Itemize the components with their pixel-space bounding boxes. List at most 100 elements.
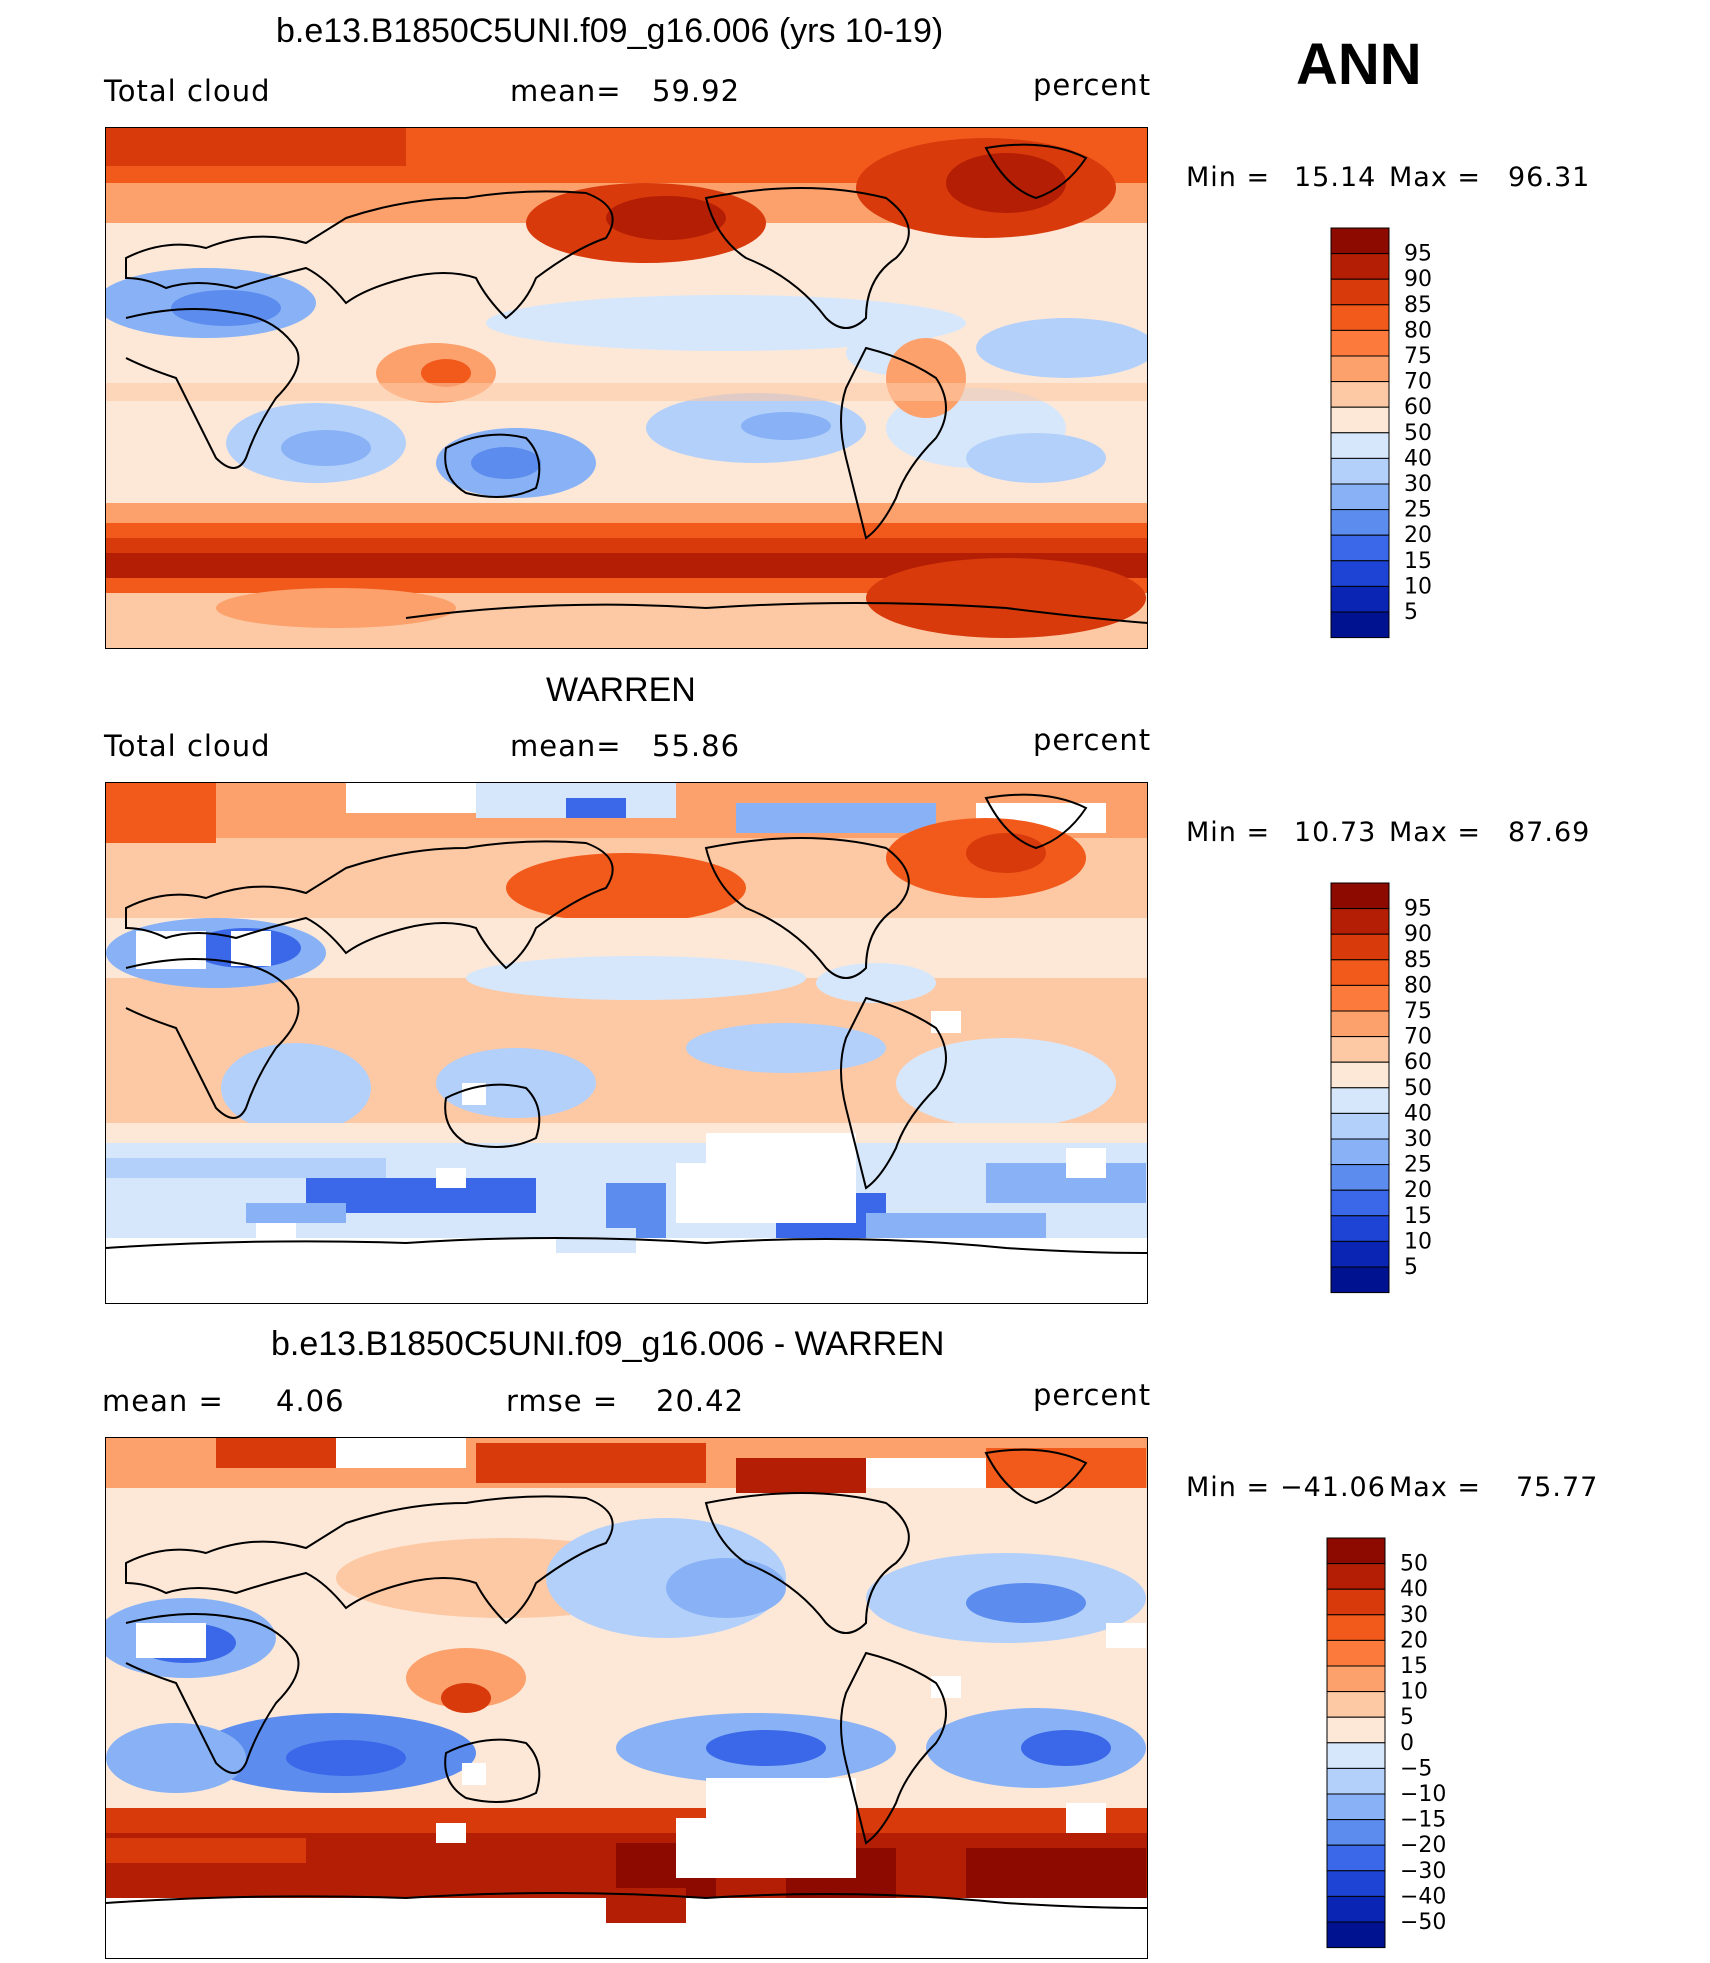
colorbar-tick-label: 15 <box>1404 549 1432 574</box>
colorbar-tick-label: 15 <box>1400 1654 1428 1679</box>
panel-2-colorbar: 95 90 85 80 75 70 60 50 40 30 25 20 15 10 5 <box>1330 882 1480 1299</box>
colorbar-swatch <box>1330 1266 1390 1294</box>
panel-3-min-value: −41.06 <box>1280 1472 1386 1503</box>
colorbar-swatch <box>1326 1614 1386 1641</box>
colorbar-swatch <box>1326 1921 1386 1949</box>
colorbar-swatch <box>1326 1895 1386 1923</box>
colorbar-tick-label: 0 <box>1400 1731 1414 1756</box>
panel-1-mean-value: 59.92 <box>652 74 741 108</box>
panel-2-mean-value: 55.86 <box>652 729 741 763</box>
colorbar-tick-label: 60 <box>1404 395 1432 420</box>
colorbar-swatch <box>1330 1061 1390 1089</box>
colorbar-swatch <box>1326 1742 1386 1769</box>
colorbar-swatch <box>1326 1844 1386 1872</box>
colorbar-tick-label: 50 <box>1404 1076 1432 1101</box>
colorbar-tick-label: −20 <box>1400 1833 1446 1858</box>
colorbar-swatch <box>1330 984 1390 1012</box>
colorbar-swatch <box>1330 1240 1390 1268</box>
colorbar-tick-label: 30 <box>1400 1603 1428 1628</box>
panel-1-min-label: Min = <box>1186 162 1271 193</box>
colorbar-swatch <box>1330 1087 1390 1114</box>
panel-3-mean-value: 4.06 <box>276 1384 345 1418</box>
colorbar-swatch <box>1326 1716 1386 1744</box>
panel-2-map-field <box>106 783 1147 1303</box>
colorbar-swatch <box>1330 585 1390 613</box>
colorbar-swatch <box>1330 432 1390 459</box>
panel-2-max-label: Max = <box>1389 817 1482 848</box>
colorbar-swatch <box>1326 1639 1386 1667</box>
colorbar-tick-label: 5 <box>1400 1705 1414 1730</box>
colorbar-swatch <box>1326 1793 1386 1821</box>
colorbar-tick-label: 10 <box>1404 1229 1432 1254</box>
panel-2-variable-label: Total cloud <box>104 729 271 763</box>
colorbar-tick-label: 5 <box>1404 1255 1418 1280</box>
colorbar-swatch <box>1326 1870 1386 1897</box>
colorbar-swatch <box>1326 1767 1386 1795</box>
panel-2-units-label: percent <box>1033 723 1152 757</box>
panel-1-title: b.e13.B1850C5UNI.f09_g16.006 (yrs 10-19) <box>276 12 944 50</box>
colorbar-tick-label: 20 <box>1404 523 1432 548</box>
colorbar-swatch <box>1330 933 1390 961</box>
colorbar-tick-label: 85 <box>1404 293 1432 318</box>
colorbar-tick-label: 70 <box>1404 370 1432 395</box>
colorbar-swatch <box>1330 560 1390 587</box>
colorbar-tick-label: 40 <box>1400 1577 1428 1602</box>
panel-2-map <box>105 782 1148 1304</box>
colorbar-tick-label: −50 <box>1400 1910 1446 1935</box>
panel-1-map <box>105 127 1148 649</box>
colorbar-swatch <box>1330 1164 1390 1191</box>
panel-1-variable-label: Total cloud <box>104 74 271 108</box>
panel-3-map-field <box>106 1438 1147 1958</box>
panel-2-max-value: 87.69 <box>1508 817 1591 848</box>
panel-2-title: WARREN <box>546 671 696 709</box>
colorbar-tick-label: 30 <box>1404 472 1432 497</box>
colorbar-tick-label: 80 <box>1404 973 1432 998</box>
colorbar-tick-label: 50 <box>1400 1552 1428 1577</box>
colorbar-tick-label: 85 <box>1404 948 1432 973</box>
colorbar-swatch <box>1326 1537 1386 1565</box>
panel-3-mean-label: mean = <box>102 1384 224 1418</box>
colorbar-swatch <box>1330 483 1390 511</box>
panel-1-units-label: percent <box>1033 68 1152 102</box>
colorbar-swatch <box>1326 1819 1386 1846</box>
colorbar-tick-label: 40 <box>1404 1101 1432 1126</box>
colorbar-swatch <box>1330 959 1390 986</box>
colorbar-swatch <box>1330 253 1390 280</box>
colorbar-tick-label: −10 <box>1400 1782 1446 1807</box>
colorbar-swatch <box>1330 457 1390 485</box>
colorbar-swatch <box>1330 1036 1390 1063</box>
colorbar-tick-label: 20 <box>1404 1178 1432 1203</box>
colorbar-swatch <box>1330 1215 1390 1242</box>
colorbar-swatch <box>1330 1138 1390 1166</box>
colorbar-tick-label: 70 <box>1404 1025 1432 1050</box>
colorbar-swatch <box>1330 355 1390 383</box>
panel-3-rmse-value: 20.42 <box>656 1384 745 1418</box>
colorbar-swatch <box>1326 1563 1386 1590</box>
colorbar-swatch <box>1330 406 1390 434</box>
colorbar-swatch <box>1330 1010 1390 1038</box>
colorbar-swatch <box>1330 611 1390 639</box>
colorbar-swatch <box>1330 304 1390 331</box>
colorbar-tick-label: 10 <box>1404 574 1432 599</box>
panel-1-min-value: 15.14 <box>1294 162 1377 193</box>
colorbar-swatch <box>1330 1112 1390 1140</box>
panel-2-mean-label: mean= <box>510 729 622 763</box>
panel-3-rmse-label: rmse = <box>506 1384 619 1418</box>
season-label: ANN <box>1296 32 1422 97</box>
colorbar-tick-label: 15 <box>1404 1204 1432 1229</box>
colorbar-tick-label: −5 <box>1400 1756 1432 1781</box>
colorbar-tick-label: 80 <box>1404 318 1432 343</box>
colorbar-tick-label: 95 <box>1404 242 1432 267</box>
colorbar-swatch <box>1330 1189 1390 1217</box>
panel-3-max-label: Max = <box>1389 1472 1482 1503</box>
panel-1-colorbar: 95 90 85 80 75 70 60 50 40 30 25 20 15 10 5 <box>1330 227 1480 644</box>
colorbar-swatch <box>1330 227 1390 255</box>
colorbar-tick-label: 10 <box>1400 1680 1428 1705</box>
colorbar-swatch <box>1330 278 1390 306</box>
colorbar-swatch <box>1326 1691 1386 1718</box>
panel-3-colorbar: 50 40 30 20 15 10 5 0 −5 −10 −15 −20 −30 −40 −50 <box>1326 1537 1476 1954</box>
colorbar-swatch <box>1330 381 1390 408</box>
colorbar-tick-label: −40 <box>1400 1884 1446 1909</box>
panel-1-mean-label: mean= <box>510 74 622 108</box>
